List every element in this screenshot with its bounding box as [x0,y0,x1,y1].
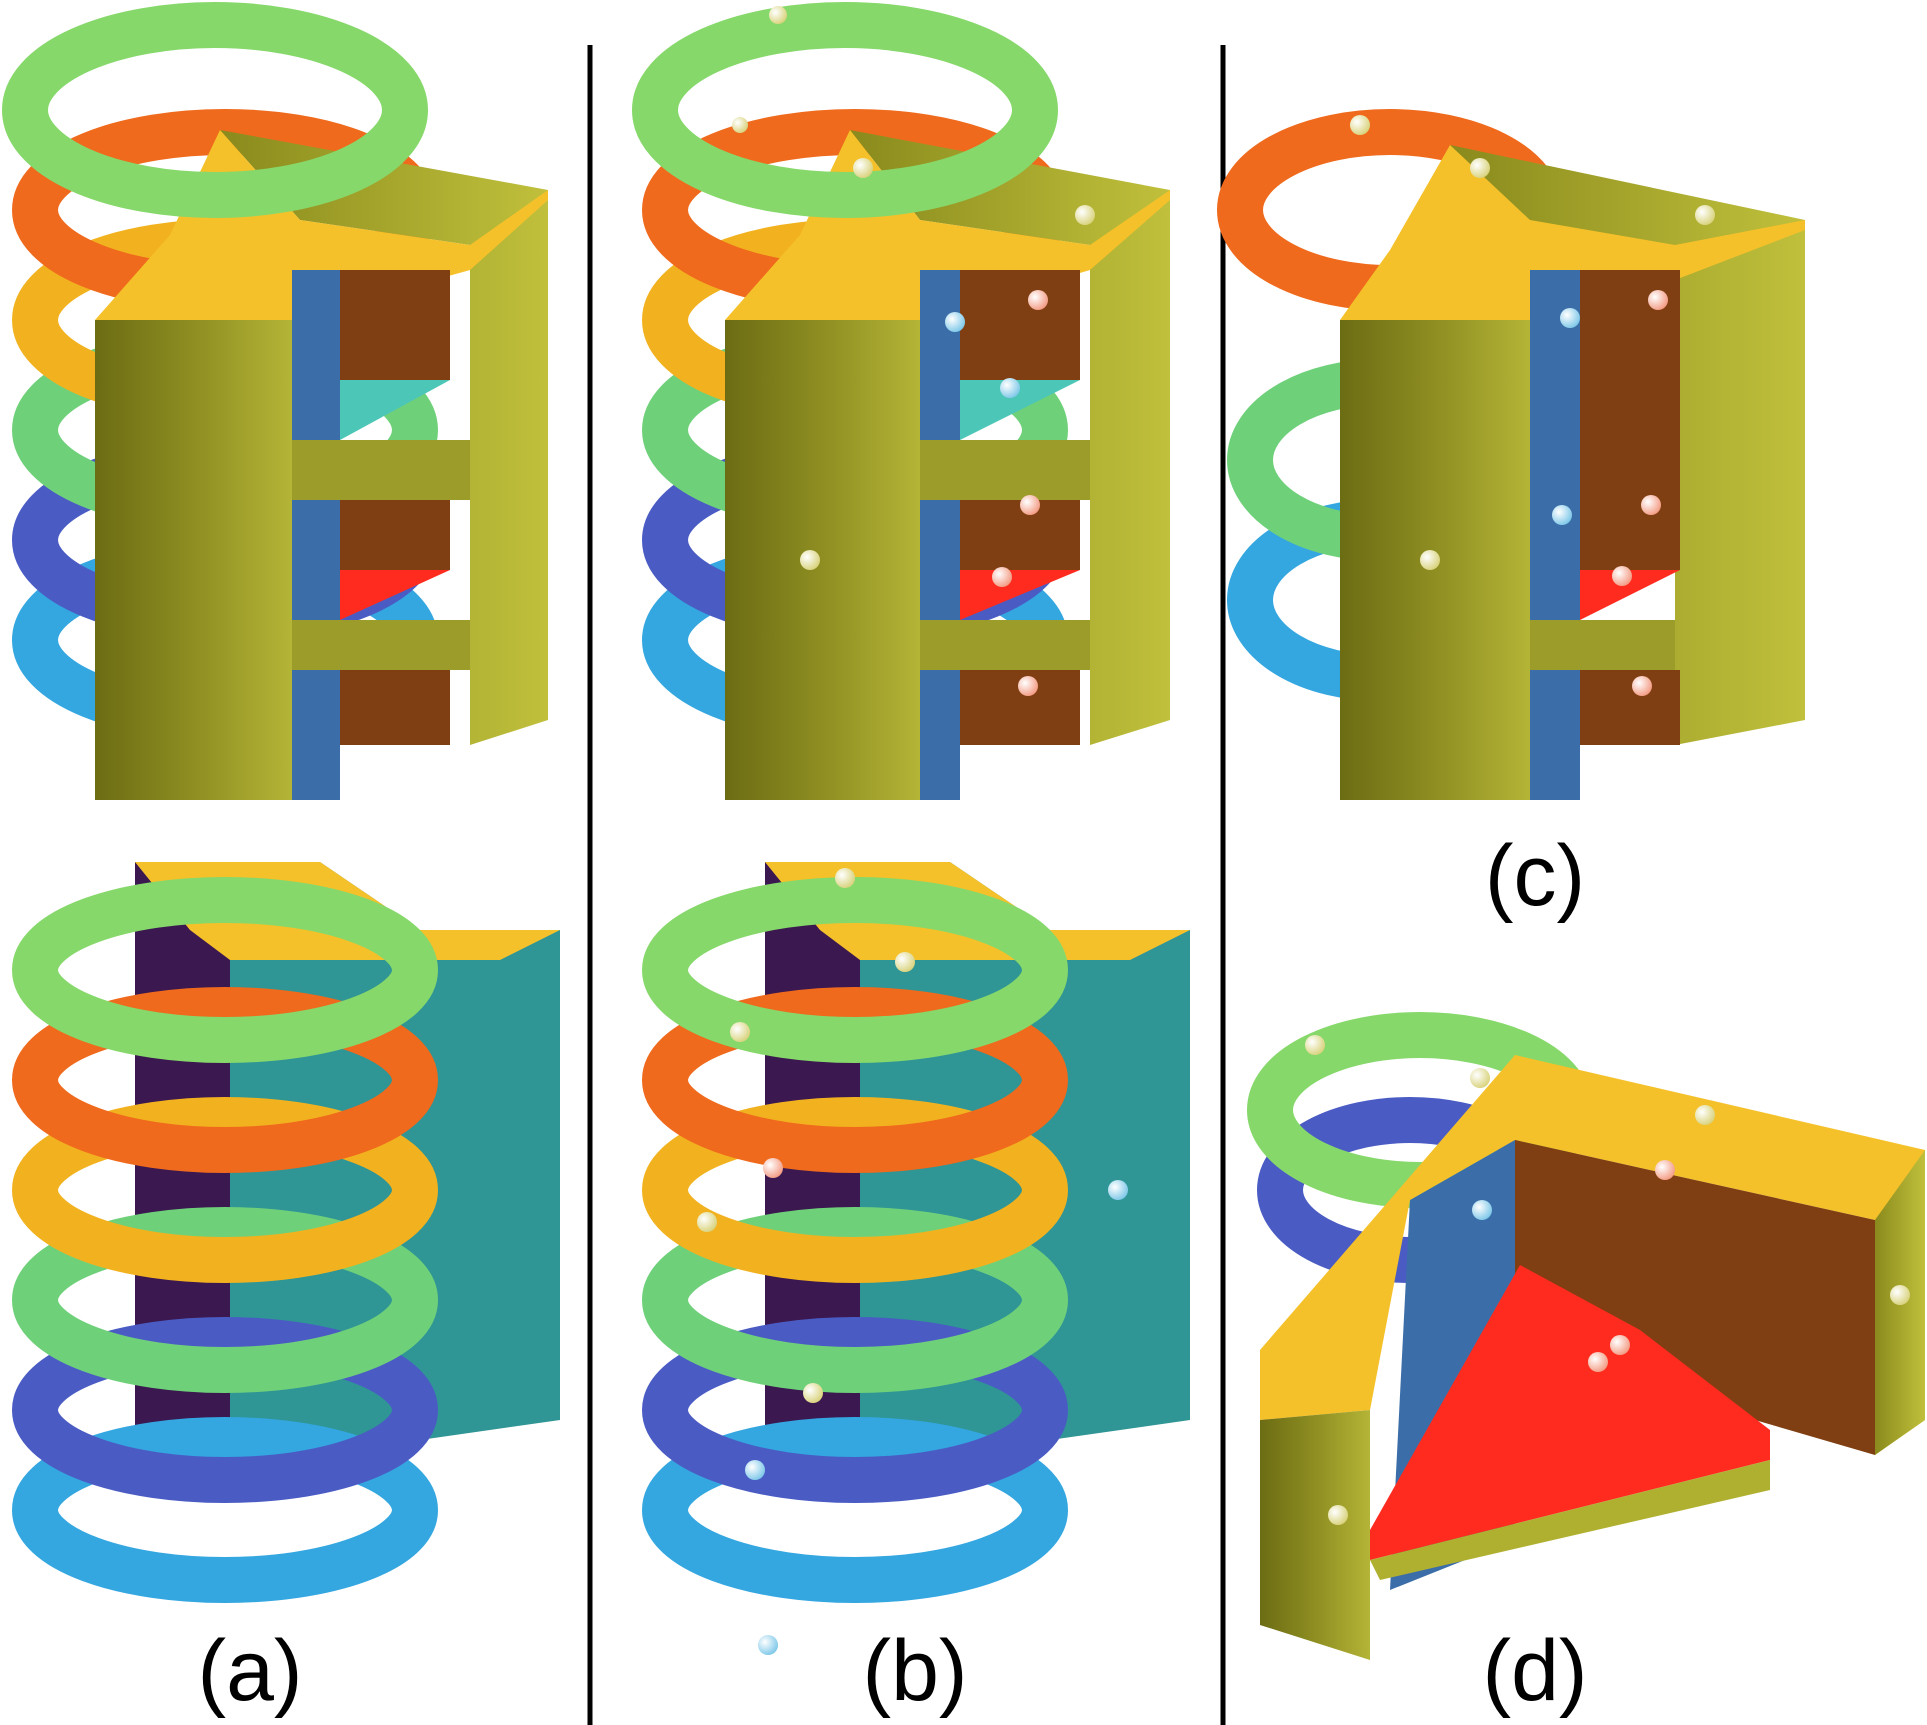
panel-d-label: (d) [1482,1623,1587,1719]
sphere-marker-group [1350,115,1715,696]
sphere-marker-group [1305,1035,1910,1525]
panel-b-top-model [632,2,1170,800]
panel-b-bottom-model [642,862,1190,1655]
top-ring [2,2,428,218]
panel-c-label: (c) [1485,828,1585,924]
panel-a-bottom-model [12,862,560,1603]
panel-a-label: (a) [197,1623,302,1719]
sphere-marker-group [697,868,1128,1655]
panel-a-top-model [2,2,548,800]
panel-b-label: (b) [862,1623,967,1719]
sphere-marker-group [732,6,1095,696]
panel-d-model [1247,1012,1925,1660]
panel-c-model [1217,109,1805,800]
cylindrical-block [95,130,548,800]
